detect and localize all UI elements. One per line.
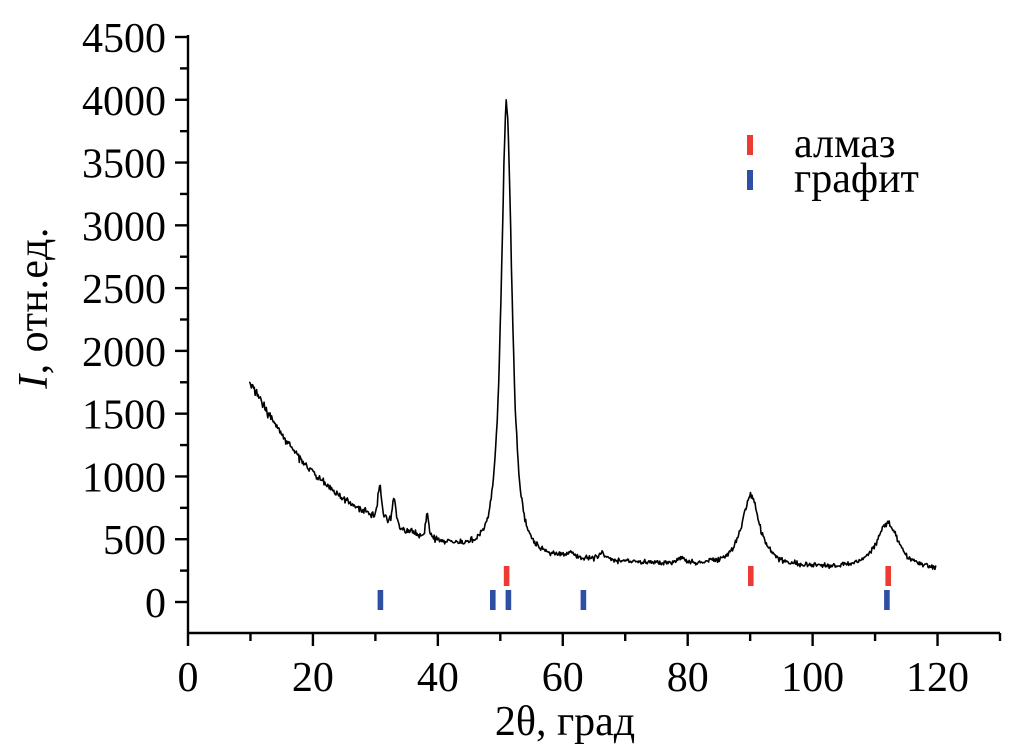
x-tick-label: 40 [417,655,459,701]
reference-tick [377,590,384,610]
reference-tick [505,590,512,610]
xrd-curve [249,99,937,571]
y-tick-label: 2500 [82,267,166,313]
y-tick-label: 1500 [82,393,166,439]
graphite-tick-marker-icon [747,169,753,190]
y-axis-title-symbol: I [11,374,57,389]
y-axis-title-units: , отн.ед. [11,227,57,375]
y-tick-label: 500 [103,518,166,564]
diamond-reference-ticks [503,566,891,586]
y-tick-label: 2000 [82,330,166,376]
y-axis-title: I, отн.ед. [10,227,58,389]
y-tick-label: 3000 [82,204,166,250]
x-tick-label: 20 [292,655,334,701]
x-tick-label: 80 [667,655,709,701]
legend-item-graphite: графит [747,156,919,202]
reference-tick [503,566,510,586]
x-tick-label: 0 [178,655,199,701]
y-tick-label: 3500 [82,142,166,188]
y-tick-label: 4500 [82,16,166,62]
diamond-tick-marker-icon [747,134,753,155]
reference-tick [580,590,587,610]
reference-tick [885,566,891,586]
reference-tick [748,566,754,586]
graphite-reference-ticks [377,590,890,610]
tick-labels: 0 20 40 60 80 100 120 0 500 1000 1500 2000 2500 3000 3… [82,16,969,701]
legend: алмаз графит [747,121,919,202]
reference-tick [490,590,496,610]
x-tick-label: 100 [781,655,844,701]
legend-label-diamond: алмаз [794,121,896,167]
axes [175,35,1002,646]
legend-label-graphite: графит [794,156,919,202]
reference-tick [884,590,890,610]
x-tick-label: 60 [542,655,584,701]
y-tick-label: 1000 [82,455,166,501]
y-tick-label: 0 [145,581,166,627]
y-tick-label: 4000 [82,79,166,125]
x-tick-label: 120 [906,655,969,701]
x-axis-title: 2θ, град [494,699,636,745]
legend-item-diamond: алмаз [747,121,919,167]
